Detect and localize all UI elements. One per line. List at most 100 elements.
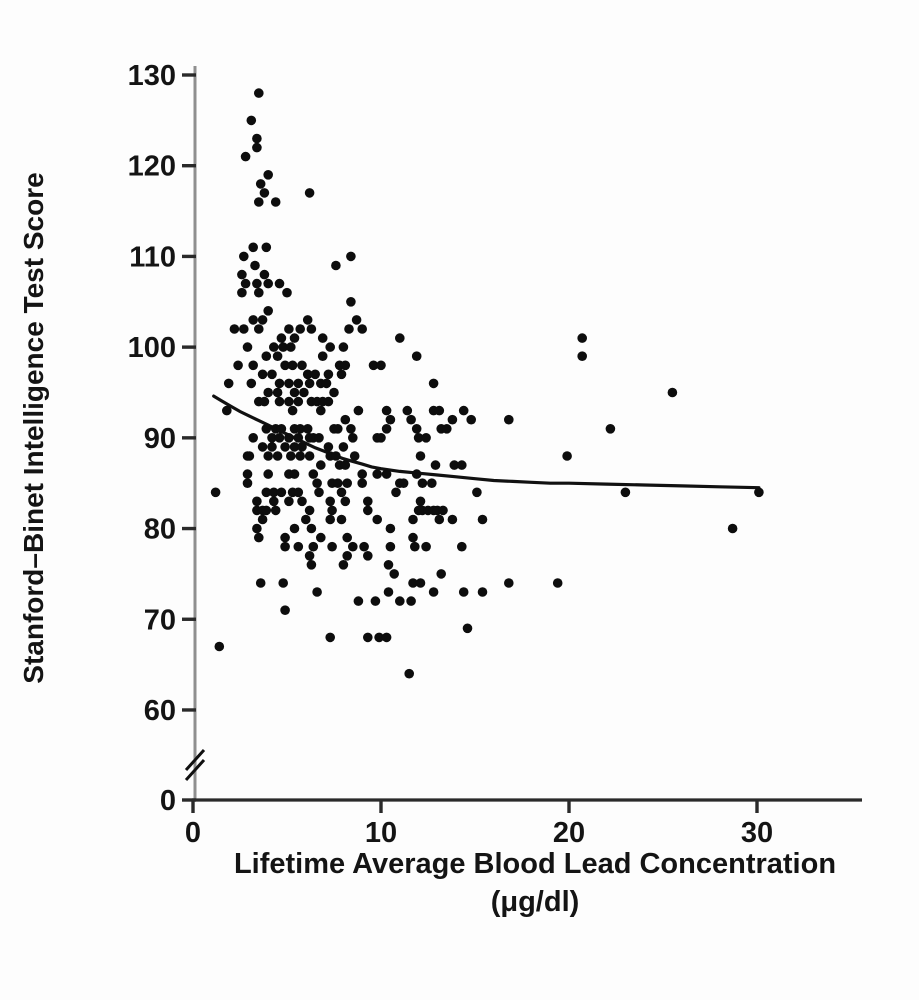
data-point: [252, 142, 262, 153]
data-point: [293, 541, 304, 552]
data-point: [261, 487, 272, 498]
data-point: [363, 505, 373, 516]
x-axis-title-line2: (μg/dl): [490, 886, 580, 918]
data-point: [466, 414, 477, 425]
data-point: [293, 433, 304, 443]
data-point: [323, 396, 334, 407]
data-point: [293, 378, 304, 389]
data-point: [263, 387, 274, 398]
data-point: [376, 360, 386, 371]
data-point: [376, 433, 386, 443]
data-point: [316, 460, 326, 470]
data-point: [421, 433, 431, 443]
data-point: [333, 424, 343, 434]
x-tick-label: 20: [553, 817, 585, 849]
data-point: [404, 668, 415, 679]
data-point: [248, 360, 258, 371]
data-point: [342, 532, 353, 543]
data-point: [237, 287, 247, 298]
data-point: [357, 324, 368, 334]
data-point: [257, 315, 268, 325]
data-point: [252, 523, 262, 534]
y-tick-label: 0: [160, 785, 176, 817]
data-point: [340, 414, 351, 425]
data-point: [408, 578, 418, 588]
data-point: [253, 197, 264, 207]
data-point: [363, 496, 373, 507]
data-point: [381, 469, 392, 479]
data-point: [233, 360, 243, 371]
data-point: [340, 460, 351, 470]
data-point: [314, 487, 324, 498]
data-point: [237, 269, 247, 280]
data-point: [389, 569, 400, 579]
data-point: [301, 514, 311, 525]
data-point: [280, 532, 290, 543]
data-point: [306, 523, 317, 534]
data-point: [280, 541, 290, 552]
data-point: [295, 451, 306, 461]
y-axis-title: Stanford–Binet Intelligence Test Score: [18, 172, 49, 684]
data-point: [289, 523, 300, 534]
axis-break-mark: [184, 758, 206, 782]
data-point: [263, 451, 274, 461]
data-point: [306, 560, 317, 570]
y-tick-label: 130: [128, 60, 176, 92]
data-point: [248, 315, 258, 325]
data-point: [255, 578, 266, 588]
data-point: [372, 514, 383, 525]
data-point: [344, 324, 354, 334]
data-point: [210, 487, 221, 498]
data-point: [325, 514, 336, 525]
data-point: [253, 324, 264, 334]
data-point: [458, 587, 469, 597]
data-point: [421, 541, 431, 552]
axis-break-mark: [184, 748, 206, 772]
data-point: [261, 351, 272, 362]
data-point: [272, 351, 283, 362]
data-point: [261, 242, 272, 253]
y-tick-label: 120: [128, 151, 176, 183]
data-point: [727, 523, 738, 534]
data-point: [411, 351, 422, 362]
data-point: [248, 242, 258, 253]
data-point: [504, 414, 514, 425]
data-point: [297, 496, 307, 507]
data-point: [270, 197, 281, 207]
data-point: [312, 587, 322, 597]
y-tick-label: 90: [144, 423, 176, 455]
data-point: [295, 324, 306, 334]
data-point: [395, 333, 405, 343]
data-point: [381, 632, 392, 643]
data-point: [552, 578, 563, 588]
data-point: [457, 541, 467, 552]
data-point: [438, 505, 448, 516]
data-point: [346, 424, 356, 434]
data-point: [331, 260, 341, 271]
data-point: [284, 378, 294, 389]
data-point: [240, 278, 251, 289]
data-point: [274, 433, 285, 443]
data-point: [353, 596, 364, 606]
data-point: [302, 424, 313, 434]
data-point: [284, 396, 294, 407]
data-point: [415, 578, 426, 588]
data-point: [308, 469, 319, 479]
data-point: [342, 478, 353, 489]
data-point: [353, 405, 364, 416]
y-tick-label: 100: [128, 332, 176, 364]
data-point: [293, 487, 304, 498]
data-point: [272, 387, 283, 398]
data-point: [323, 442, 334, 452]
data-point: [259, 188, 270, 198]
data-point: [261, 424, 272, 434]
data-point: [278, 342, 289, 352]
data-point: [257, 514, 268, 525]
data-point: [340, 360, 351, 371]
data-point: [338, 560, 349, 570]
data-point: [417, 478, 428, 489]
data-point: [368, 360, 379, 371]
data-point: [253, 88, 264, 98]
data-point: [304, 451, 315, 461]
